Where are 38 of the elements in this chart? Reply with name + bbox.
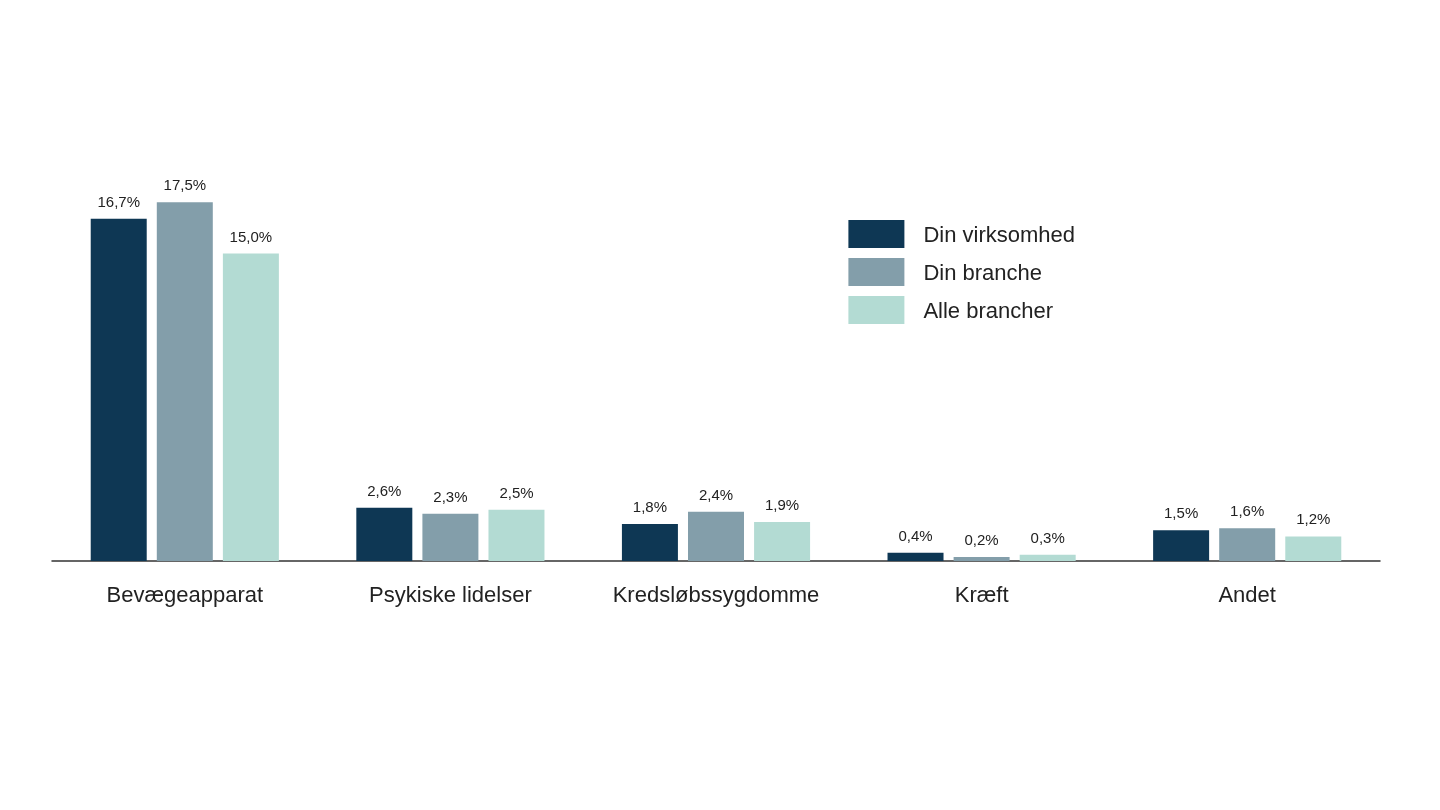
data-label: 17,5% bbox=[163, 176, 207, 194]
x-tick-label: Kredsløbssygdomme bbox=[612, 581, 820, 607]
data-label: 16,7% bbox=[97, 192, 140, 210]
data-label: 2,3% bbox=[433, 487, 468, 505]
data-label: 2,6% bbox=[367, 481, 402, 499]
legend-label: Alle brancher bbox=[923, 297, 1054, 323]
data-label: 15,0% bbox=[229, 227, 273, 245]
bar bbox=[90, 218, 147, 561]
data-label: 1,2% bbox=[1296, 510, 1331, 528]
data-label: 2,4% bbox=[698, 485, 734, 503]
bar bbox=[1219, 528, 1276, 561]
x-tick-label: Psykiske lidelser bbox=[369, 581, 532, 607]
x-tick-label: Kræft bbox=[954, 581, 1009, 607]
data-label: 1,8% bbox=[632, 498, 668, 516]
bar bbox=[356, 507, 413, 561]
legend-label: Din branche bbox=[923, 259, 1043, 285]
bar bbox=[222, 253, 279, 561]
bar bbox=[953, 556, 1010, 561]
data-label: 0,4% bbox=[898, 526, 933, 544]
bar bbox=[1153, 530, 1210, 561]
bar bbox=[156, 202, 213, 561]
legend-label: Din virksomhed bbox=[923, 221, 1075, 247]
data-label: 1,5% bbox=[1164, 504, 1199, 522]
x-tick-label: Bevægeapparat bbox=[106, 581, 264, 607]
bar bbox=[688, 511, 744, 561]
data-label: 0,3% bbox=[1030, 528, 1065, 546]
bar bbox=[488, 509, 545, 561]
data-label: 1,6% bbox=[1230, 502, 1265, 520]
x-tick-label: Andet bbox=[1218, 581, 1276, 607]
bar bbox=[754, 522, 811, 561]
bar bbox=[422, 513, 479, 561]
data-label: 2,5% bbox=[499, 483, 534, 501]
data-label: 0,2% bbox=[964, 530, 999, 548]
data-label: 1,9% bbox=[764, 496, 800, 514]
bar bbox=[1019, 554, 1076, 561]
bar bbox=[621, 524, 678, 561]
bar bbox=[1285, 536, 1342, 561]
bar bbox=[887, 552, 944, 561]
